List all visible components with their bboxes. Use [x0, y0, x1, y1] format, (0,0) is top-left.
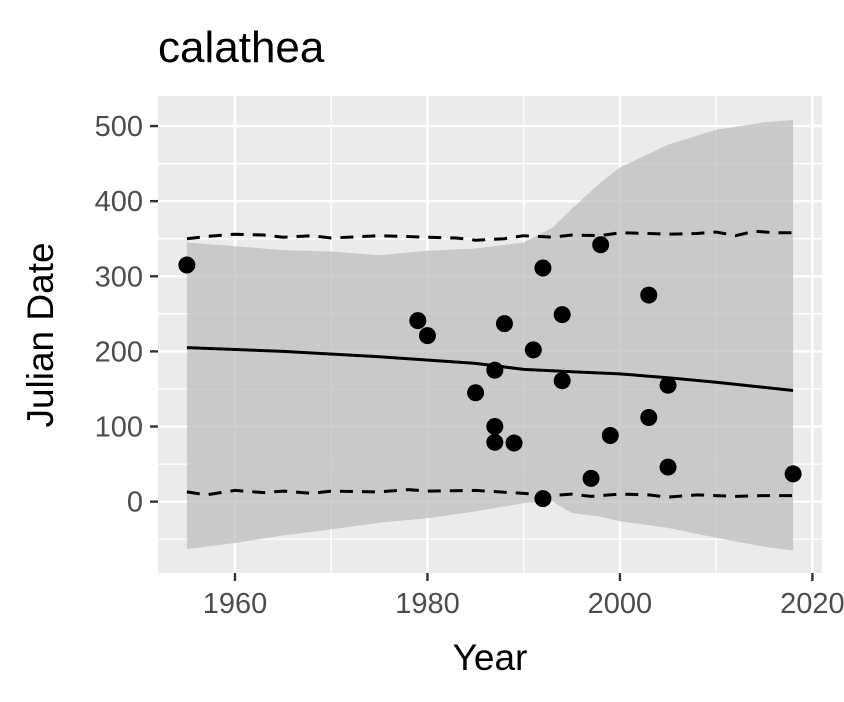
y-tick-label: 500	[95, 111, 143, 143]
data-point	[592, 236, 610, 254]
confidence-ribbon-layer	[186, 120, 794, 551]
lower-dashed-line	[186, 488, 794, 499]
data-point	[486, 418, 504, 436]
data-point	[505, 434, 523, 452]
data-point	[534, 259, 552, 277]
data-point	[640, 286, 658, 304]
data-point	[524, 341, 542, 359]
data-point	[601, 427, 619, 445]
x-axis-ticks: 1960 1980 2000 2020	[203, 573, 844, 620]
upper-dashed-line	[186, 229, 794, 242]
y-tick-label: 400	[95, 186, 143, 218]
x-tick-label: 1960	[203, 588, 268, 620]
data-point	[495, 315, 513, 333]
data-point	[409, 312, 427, 330]
data-point	[418, 327, 436, 345]
y-tick-label: 200	[95, 336, 143, 368]
data-point	[178, 256, 196, 274]
chart-title: calathea	[158, 23, 325, 72]
y-axis-title: Julian Date	[20, 242, 61, 427]
confidence-ribbon	[186, 120, 794, 551]
data-point	[553, 372, 571, 390]
x-axis-title: Year	[453, 637, 528, 678]
data-point	[582, 469, 600, 487]
points-layer	[178, 236, 802, 508]
y-tick-label: 100	[95, 412, 143, 444]
data-point	[659, 458, 677, 476]
data-point	[640, 409, 658, 427]
x-tick-label: 2020	[780, 588, 844, 620]
data-point	[784, 465, 802, 483]
y-tick-label: 0	[127, 487, 143, 519]
data-point	[486, 433, 504, 451]
fit-line	[186, 346, 794, 392]
x-tick-label: 1980	[395, 588, 460, 620]
data-point	[534, 490, 552, 508]
x-tick-label: 2000	[588, 588, 653, 620]
y-axis-ticks: 0 100 200 300 400 500	[95, 111, 158, 519]
fit-line-layer	[186, 346, 794, 392]
data-point	[486, 361, 504, 379]
dashed-bounds-layer	[186, 229, 794, 499]
y-tick-label: 300	[95, 261, 143, 293]
data-point	[467, 384, 485, 402]
data-point	[553, 306, 571, 324]
data-point	[659, 376, 677, 394]
